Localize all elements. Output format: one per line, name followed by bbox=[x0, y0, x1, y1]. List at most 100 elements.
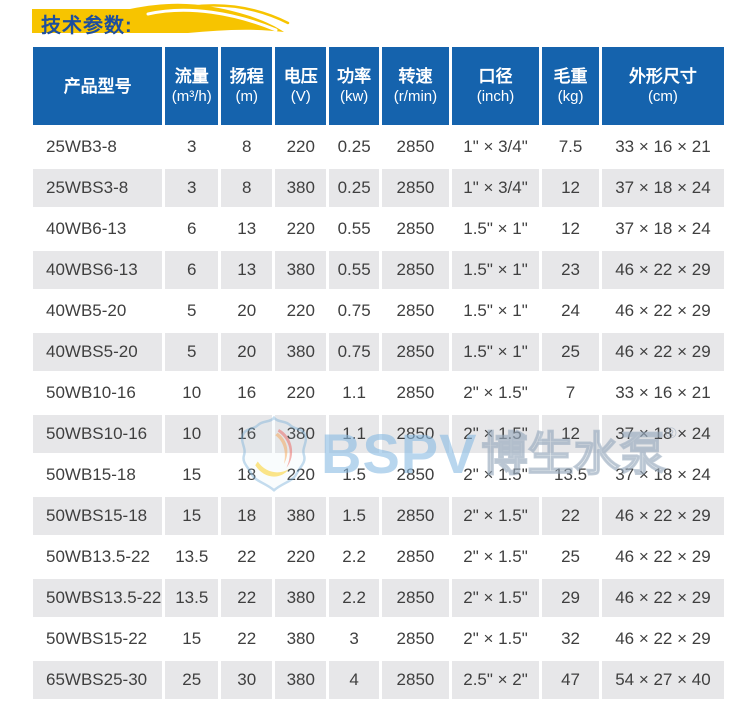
value-cell: 4 bbox=[329, 661, 380, 699]
value-cell: 12 bbox=[542, 415, 599, 453]
value-cell: 16 bbox=[221, 374, 273, 412]
value-cell: 220 bbox=[275, 292, 327, 330]
value-cell: 37 × 18 × 24 bbox=[601, 415, 724, 453]
value-cell: 220 bbox=[275, 210, 327, 248]
value-cell: 32 bbox=[542, 620, 599, 658]
value-cell: 2" × 1.5" bbox=[451, 538, 540, 576]
value-cell: 2.5" × 2" bbox=[451, 661, 540, 699]
value-cell: 2850 bbox=[382, 538, 449, 576]
value-cell: 2" × 1.5" bbox=[451, 374, 540, 412]
value-cell: 29 bbox=[542, 579, 599, 617]
value-cell: 46 × 22 × 29 bbox=[601, 497, 724, 535]
value-cell: 2850 bbox=[382, 415, 449, 453]
value-cell: 22 bbox=[221, 620, 273, 658]
column-unit: (m³/h) bbox=[171, 88, 212, 105]
value-cell: 220 bbox=[275, 456, 327, 494]
value-cell: 20 bbox=[221, 292, 273, 330]
value-cell: 2850 bbox=[382, 128, 449, 166]
value-cell: 24 bbox=[542, 292, 599, 330]
table-body: 25WB3-8 3 8 220 0.25 2850 1" × 3/4" 7.5 33 × 16 … bbox=[33, 128, 724, 699]
value-cell: 2" × 1.5" bbox=[451, 456, 540, 494]
value-cell: 22 bbox=[221, 579, 273, 617]
value-cell: 380 bbox=[275, 415, 327, 453]
value-cell: 10 bbox=[165, 415, 219, 453]
column-header-4: 功率 (kw) bbox=[329, 47, 380, 125]
value-cell: 2" × 1.5" bbox=[451, 497, 540, 535]
column-header-8: 外形尺寸 (cm) bbox=[601, 47, 724, 125]
value-cell: 15 bbox=[165, 620, 219, 658]
value-cell: 8 bbox=[221, 169, 273, 207]
value-cell: 1" × 3/4" bbox=[451, 128, 540, 166]
value-cell: 33 × 16 × 21 bbox=[601, 128, 724, 166]
value-cell: 0.75 bbox=[329, 292, 380, 330]
page-title: 技术参数: bbox=[41, 15, 133, 37]
value-cell: 2850 bbox=[382, 169, 449, 207]
table-row: 40WBS6-13 6 13 380 0.55 2850 1.5" × 1" 23 46 × 2… bbox=[33, 251, 724, 289]
value-cell: 380 bbox=[275, 251, 327, 289]
column-label: 毛重 bbox=[553, 67, 588, 86]
column-unit: (r/min) bbox=[393, 88, 438, 105]
table-row: 50WBS10-16 10 16 380 1.1 2850 2" × 1.5" 12 37 × … bbox=[33, 415, 724, 453]
column-label: 扬程 bbox=[229, 67, 264, 86]
table-row: 50WB15-18 15 18 220 1.5 2850 2" × 1.5" 13.5 37 ×… bbox=[33, 456, 724, 494]
model-cell: 25WBS3-8 bbox=[33, 169, 163, 207]
value-cell: 37 × 18 × 24 bbox=[601, 456, 724, 494]
value-cell: 2850 bbox=[382, 579, 449, 617]
model-cell: 50WBS15-18 bbox=[33, 497, 163, 535]
value-cell: 13.5 bbox=[542, 456, 599, 494]
value-cell: 7 bbox=[542, 374, 599, 412]
value-cell: 1.5" × 1" bbox=[451, 251, 540, 289]
value-cell: 2" × 1.5" bbox=[451, 415, 540, 453]
value-cell: 2.2 bbox=[329, 538, 380, 576]
value-cell: 15 bbox=[165, 456, 219, 494]
column-header-5: 转速 (r/min) bbox=[382, 47, 449, 125]
value-cell: 1" × 3/4" bbox=[451, 169, 540, 207]
value-cell: 0.25 bbox=[329, 128, 380, 166]
value-cell: 37 × 18 × 24 bbox=[601, 210, 724, 248]
value-cell: 380 bbox=[275, 333, 327, 371]
table-header: 产品型号 流量 (m³/h) 扬程 (m) 电压 (V) 功率 (kw) 转速 (r/min) 口径 (… bbox=[33, 47, 724, 125]
column-header-0: 产品型号 bbox=[33, 47, 163, 125]
value-cell: 220 bbox=[275, 374, 327, 412]
value-cell: 2850 bbox=[382, 374, 449, 412]
value-cell: 25 bbox=[542, 538, 599, 576]
value-cell: 10 bbox=[165, 374, 219, 412]
column-unit: (inch) bbox=[476, 88, 515, 105]
column-unit: (V) bbox=[290, 88, 311, 105]
value-cell: 18 bbox=[221, 456, 273, 494]
value-cell: 0.75 bbox=[329, 333, 380, 371]
value-cell: 37 × 18 × 24 bbox=[601, 169, 724, 207]
value-cell: 2850 bbox=[382, 333, 449, 371]
value-cell: 46 × 22 × 29 bbox=[601, 538, 724, 576]
value-cell: 220 bbox=[275, 538, 327, 576]
value-cell: 13 bbox=[221, 251, 273, 289]
table-row: 40WB5-20 5 20 220 0.75 2850 1.5" × 1" 24 46 × 22… bbox=[33, 292, 724, 330]
model-cell: 40WBS5-20 bbox=[33, 333, 163, 371]
model-cell: 50WB15-18 bbox=[33, 456, 163, 494]
value-cell: 220 bbox=[275, 128, 327, 166]
column-unit: (kg) bbox=[557, 88, 584, 105]
value-cell: 18 bbox=[221, 497, 273, 535]
value-cell: 15 bbox=[165, 497, 219, 535]
model-cell: 50WB10-16 bbox=[33, 374, 163, 412]
value-cell: 23 bbox=[542, 251, 599, 289]
model-cell: 40WB6-13 bbox=[33, 210, 163, 248]
model-cell: 50WBS13.5-22 bbox=[33, 579, 163, 617]
value-cell: 12 bbox=[542, 169, 599, 207]
table-row: 25WBS3-8 3 8 380 0.25 2850 1" × 3/4" 12 37 × 18 … bbox=[33, 169, 724, 207]
value-cell: 7.5 bbox=[542, 128, 599, 166]
spec-table: 产品型号 流量 (m³/h) 扬程 (m) 电压 (V) 功率 (kw) 转速 (r/min) 口径 (… bbox=[30, 44, 727, 702]
column-label: 电压 bbox=[283, 67, 318, 86]
value-cell: 25 bbox=[165, 661, 219, 699]
value-cell: 46 × 22 × 29 bbox=[601, 333, 724, 371]
column-header-7: 毛重 (kg) bbox=[542, 47, 599, 125]
value-cell: 2850 bbox=[382, 210, 449, 248]
value-cell: 3 bbox=[165, 169, 219, 207]
value-cell: 54 × 27 × 40 bbox=[601, 661, 724, 699]
value-cell: 380 bbox=[275, 661, 327, 699]
model-cell: 50WBS10-16 bbox=[33, 415, 163, 453]
value-cell: 2.2 bbox=[329, 579, 380, 617]
column-label: 口径 bbox=[478, 67, 513, 86]
column-header-6: 口径 (inch) bbox=[451, 47, 540, 125]
